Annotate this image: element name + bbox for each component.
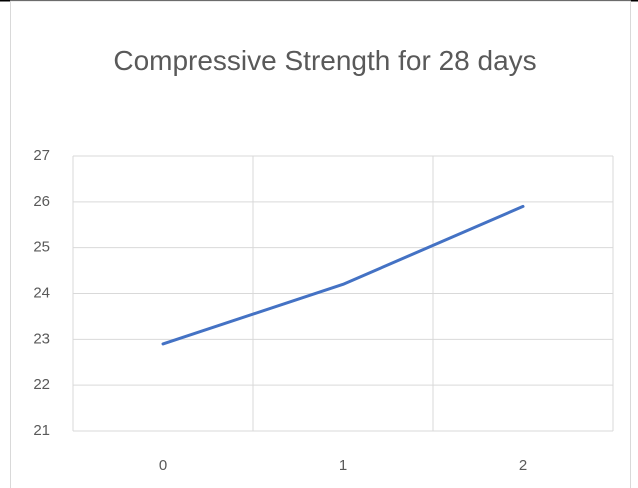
y-tick-label: 23 <box>33 330 50 347</box>
y-tick-label: 21 <box>33 422 50 439</box>
chart-title: Compressive Strength for 28 days <box>113 45 537 76</box>
x-tick-label: 1 <box>339 457 347 474</box>
line-series <box>161 204 525 346</box>
x-tick-label: 0 <box>159 457 167 474</box>
y-tick-label: 22 <box>33 376 50 393</box>
y-tick-label: 25 <box>33 239 50 256</box>
y-tick-label: 27 <box>33 147 50 164</box>
y-tick-label: 24 <box>33 284 50 301</box>
chart-border <box>10 0 631 488</box>
y-tick-label: 26 <box>33 193 50 210</box>
x-tick-label: 2 <box>519 457 527 474</box>
